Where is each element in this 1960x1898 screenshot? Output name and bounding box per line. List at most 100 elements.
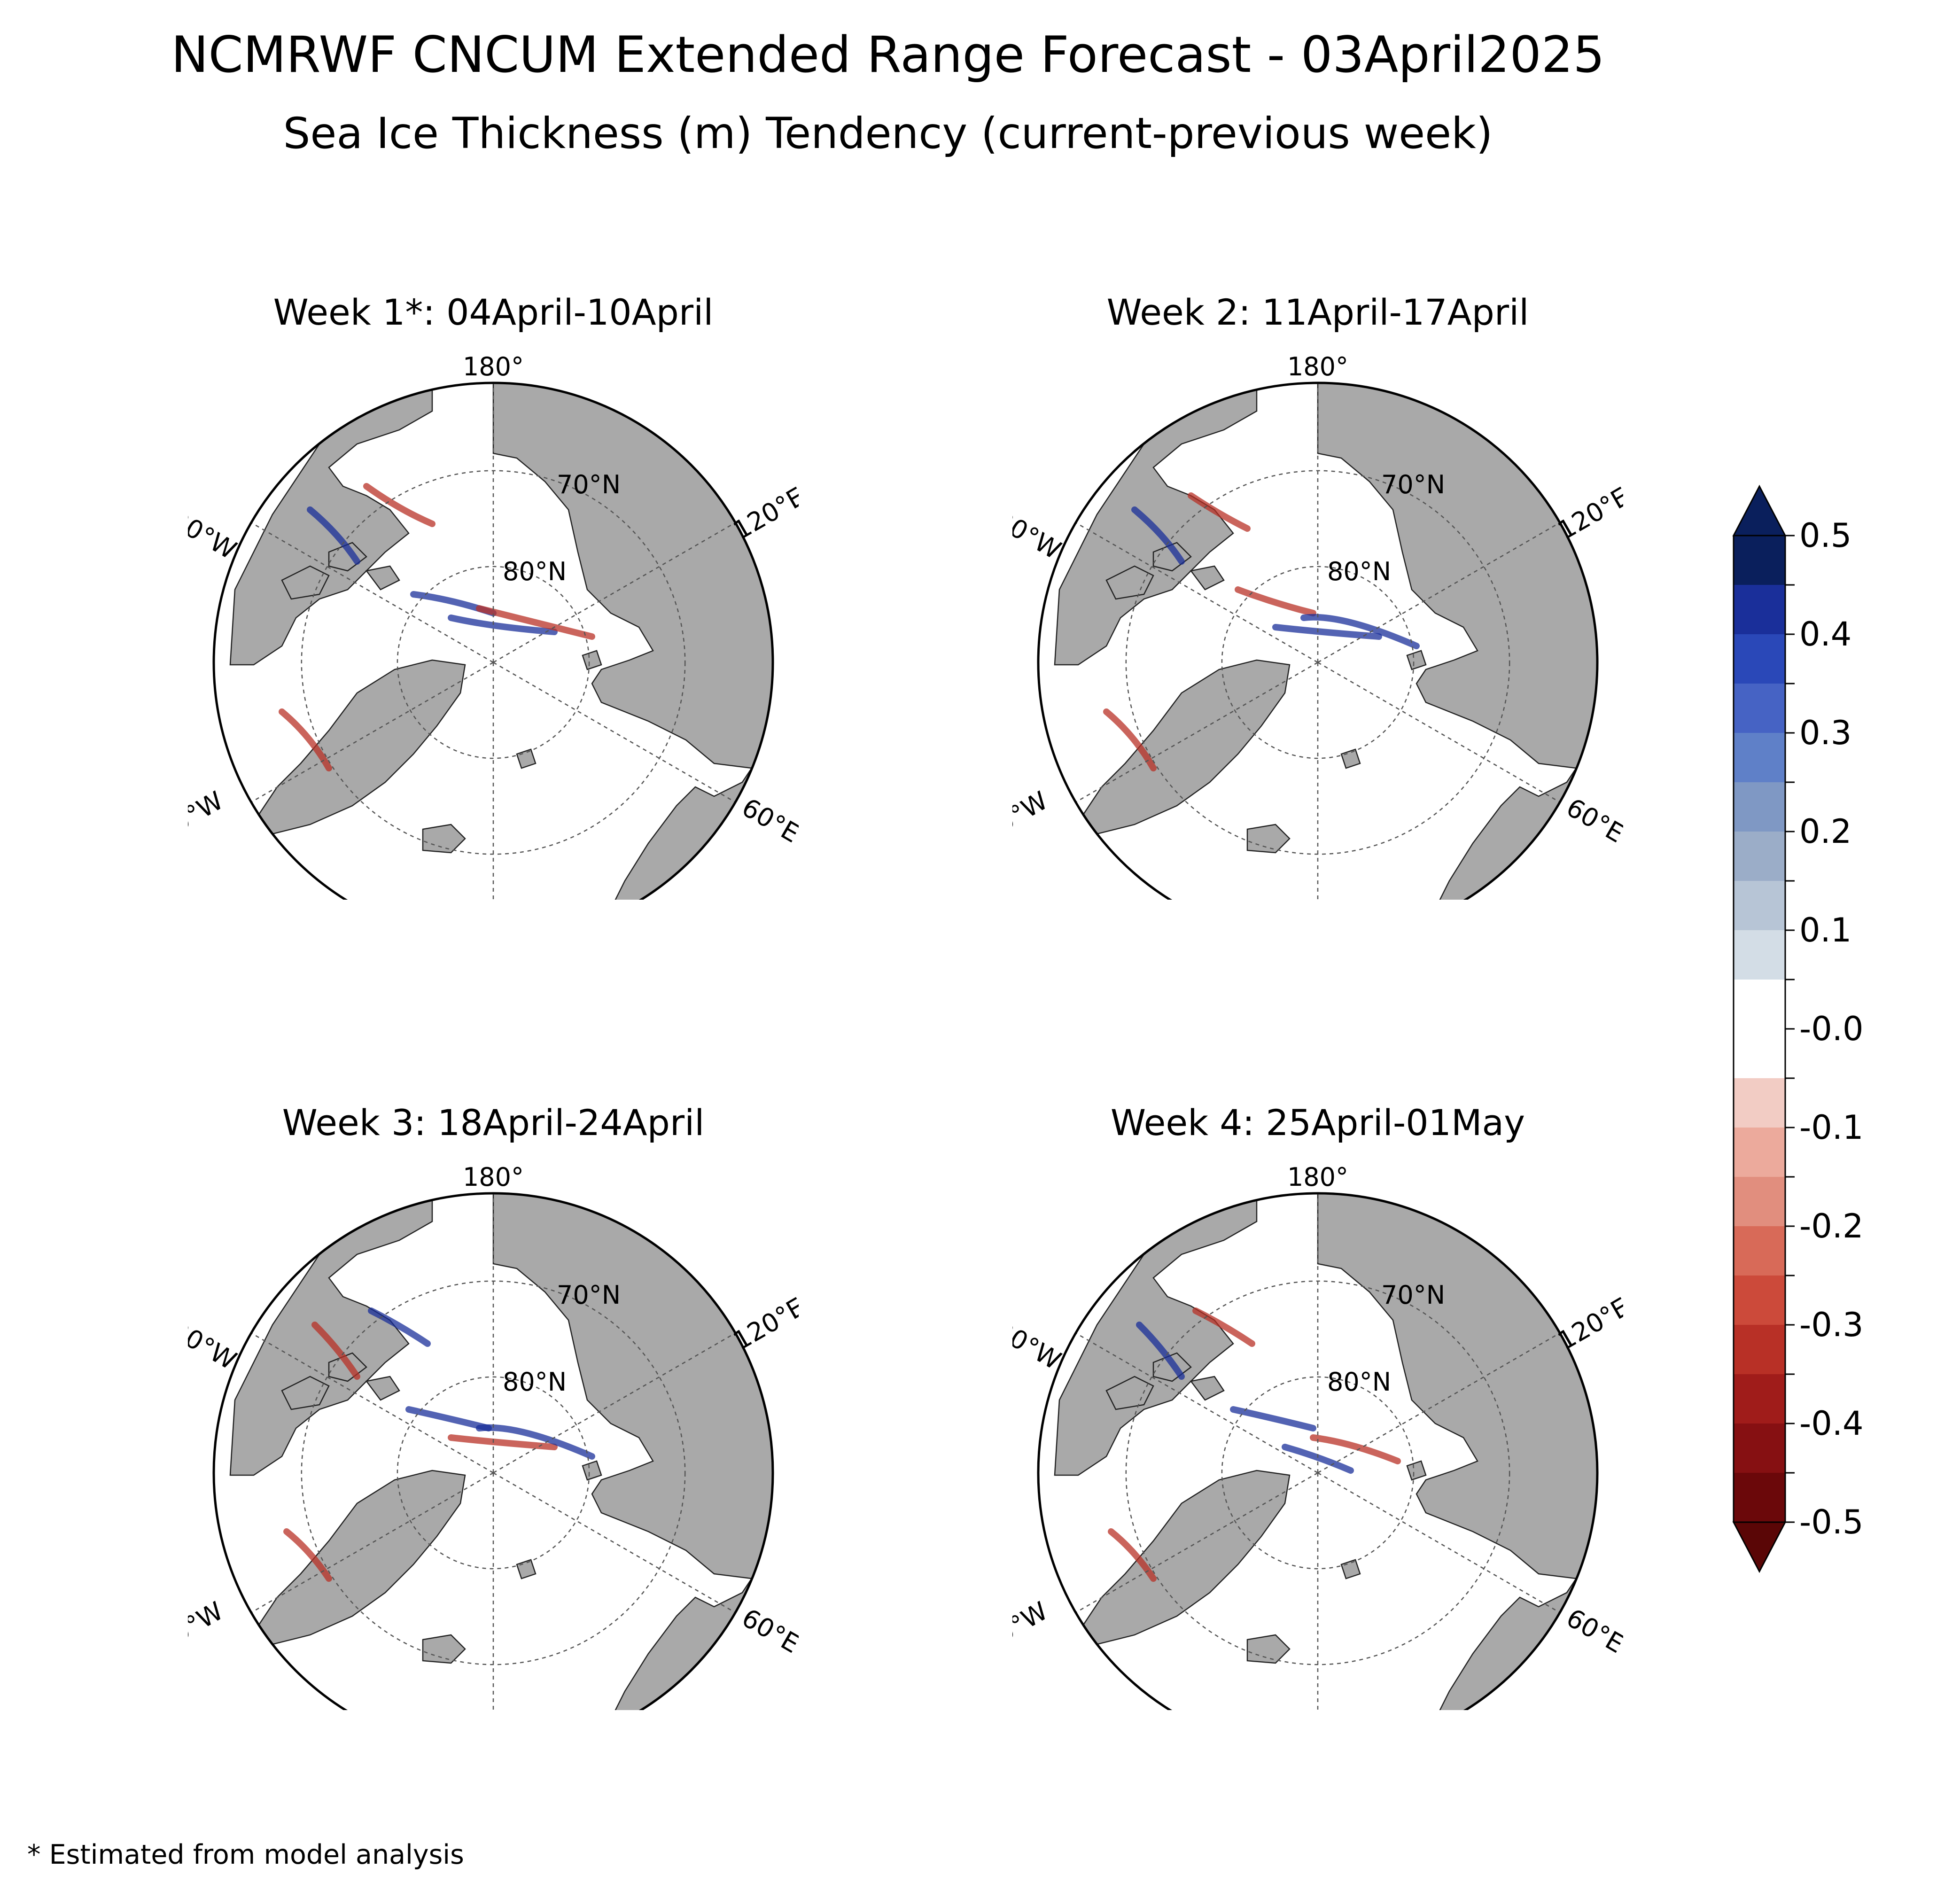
- colorbar-segment: [1734, 980, 1785, 1029]
- lon-label-180: 180°: [1287, 352, 1348, 381]
- tendency-streak: [311, 1322, 360, 1380]
- tendency-streak: [279, 708, 332, 771]
- colorbar-tick-label: 0.5: [1799, 516, 1851, 555]
- tendency-streak: [1235, 586, 1316, 616]
- land-mass: [1054, 1193, 1258, 1476]
- tendency-streak: [448, 615, 558, 635]
- lon-label-180: 180°: [463, 352, 524, 381]
- panel-week-3: Week 3: 18April-24April 180°0°120°W120°E…: [188, 1099, 799, 1710]
- lon-label-180: 180°: [463, 1162, 524, 1192]
- tendency-streak: [283, 1528, 332, 1582]
- colorbar-tick-label: -0.5: [1799, 1503, 1864, 1541]
- colorbar-segment: [1734, 1374, 1785, 1424]
- lon-label-60w: 60°W: [188, 786, 228, 846]
- land-mass: [229, 1193, 433, 1476]
- colorbar-tick-label: -0.3: [1799, 1306, 1864, 1344]
- colorbar-segment: [1734, 1177, 1785, 1227]
- lon-label-60e: 60°E: [1562, 1603, 1624, 1659]
- map-boundary: [1037, 1192, 1599, 1710]
- lat-label-80: 80°N: [503, 557, 567, 586]
- lon-label-60w: 60°W: [1012, 786, 1053, 846]
- colorbar-tick-label: 0.4: [1799, 615, 1851, 653]
- land-mass: [1054, 383, 1258, 666]
- lon-label-60w: 60°W: [1012, 1596, 1053, 1657]
- lon-label-60e: 60°E: [1562, 793, 1624, 848]
- land-mass: [1246, 1634, 1291, 1664]
- lon-label-180: 180°: [1287, 1162, 1348, 1192]
- lat-label-70: 70°N: [557, 1280, 621, 1310]
- colorbar-segment: [1734, 536, 1785, 585]
- land-mass: [1105, 1376, 1154, 1410]
- panel-week-2: Week 2: 11April-17April 180°0°120°W120°E…: [1012, 289, 1623, 900]
- colorbar-extend-top: [1732, 484, 1787, 537]
- tendency-streak: [1188, 492, 1251, 532]
- panel-title: Week 4: 25April-01May: [1110, 1102, 1525, 1143]
- land-mass: [1406, 1460, 1427, 1481]
- panel-title: Week 3: 18April-24April: [282, 1102, 705, 1143]
- colorbar-tick-label: 0.1: [1799, 911, 1851, 949]
- tendency-streak: [1300, 614, 1420, 649]
- lon-label-120e: 120°E: [1553, 482, 1623, 546]
- tendency-streak: [1310, 1434, 1401, 1464]
- lon-label-120w: 120°W: [1012, 497, 1066, 565]
- lat-label-80: 80°N: [1327, 1367, 1391, 1397]
- lat-label-70: 70°N: [1381, 470, 1445, 499]
- land-mass: [1190, 1376, 1225, 1401]
- land-mass: [582, 1460, 602, 1481]
- tendency-streak: [1230, 1406, 1316, 1431]
- colorbar-tick-label: -0.1: [1799, 1108, 1864, 1147]
- land-mass: [422, 1634, 466, 1664]
- panel-title: Week 2: 11April-17April: [1106, 291, 1529, 333]
- land-mass: [229, 383, 433, 666]
- lon-label-120w: 120°W: [188, 497, 241, 565]
- lat-label-70: 70°N: [557, 470, 621, 499]
- tendency-streak: [1103, 708, 1157, 771]
- tendency-streak: [307, 506, 360, 565]
- land-mass: [365, 1376, 400, 1401]
- colorbar-segment: [1734, 1078, 1785, 1128]
- colorbar-segment: [1734, 930, 1785, 980]
- land-mass: [1406, 650, 1427, 670]
- map-boundary: [1037, 381, 1599, 900]
- tendency-streak: [1136, 1322, 1185, 1380]
- graticule: [251, 383, 736, 900]
- lon-label-120w: 120°W: [1012, 1307, 1066, 1376]
- colorbar-tick-label: -0.4: [1799, 1404, 1864, 1443]
- colorbar-segment: [1734, 1473, 1785, 1523]
- lon-label-120e: 120°E: [728, 1292, 799, 1356]
- colorbar-tick-label: -0.0: [1799, 1010, 1864, 1048]
- colorbar-segment: [1734, 1424, 1785, 1473]
- land-mass: [1246, 824, 1291, 854]
- colorbar-segment: [1734, 832, 1785, 881]
- panel-title: Week 1*: 04April-10April: [273, 291, 714, 333]
- colorbar: 0.5 0.4 0.3 0.2 0.1 -0.0 -0.1 -0.2 -0.3 -0.4 -0.5: [1732, 484, 1864, 1573]
- lat-label-80: 80°N: [1327, 557, 1391, 586]
- land-mass: [1190, 565, 1225, 591]
- graticule: [251, 1193, 736, 1710]
- footnote: * Estimated from model analysis: [27, 1839, 464, 1870]
- panel-week-1: Week 1*: 04April-10April 180°0°120°W120°…: [188, 289, 799, 900]
- colorbar-segment: [1734, 733, 1785, 783]
- lon-label-120e: 120°E: [1553, 1292, 1623, 1356]
- land-mass: [365, 565, 400, 591]
- tendency-streak: [1108, 1528, 1157, 1582]
- figure-subtitle: Sea Ice Thickness (m) Tendency (current-…: [283, 109, 1493, 158]
- colorbar-segment: [1734, 634, 1785, 684]
- land-mass: [281, 565, 330, 600]
- colorbar-segment: [1734, 1226, 1785, 1276]
- lon-label-60w: 60°W: [188, 1596, 228, 1657]
- tendency-streak: [476, 1424, 595, 1460]
- colorbar-tick-label: -0.2: [1799, 1207, 1864, 1245]
- lon-label-60e: 60°E: [737, 1603, 799, 1659]
- tendency-streak: [363, 483, 436, 527]
- colorbar-segment: [1734, 684, 1785, 733]
- panel-week-4: Week 4: 25April-01May 180°0°120°W120°E60…: [1012, 1099, 1623, 1710]
- colorbar-tick-label: 0.3: [1799, 714, 1851, 752]
- lat-label-80: 80°N: [503, 1367, 567, 1397]
- colorbar-segment: [1734, 1276, 1785, 1325]
- colorbar-segment: [1734, 881, 1785, 931]
- figure-title: NCMRWF CNCUM Extended Range Forecast - 0…: [171, 26, 1605, 84]
